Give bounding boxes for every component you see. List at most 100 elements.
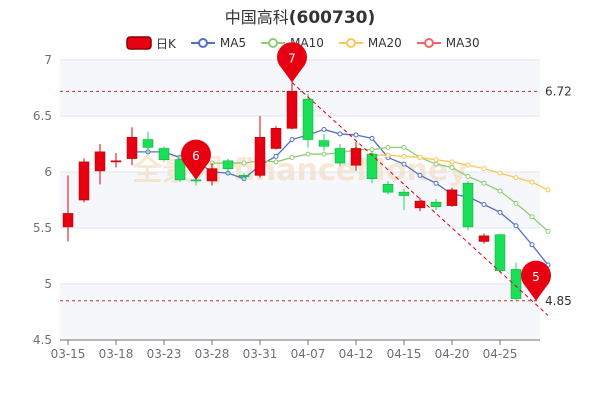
candle-body: [366, 153, 378, 180]
markers: 6 7 5: [181, 42, 551, 301]
candle-body: [158, 148, 170, 160]
marker-pin-shape: [181, 139, 212, 180]
candle-body: [78, 161, 90, 201]
candle: [414, 197, 426, 212]
candle: [78, 158, 90, 203]
marker-pin: 6: [181, 139, 212, 180]
line-legend-icon: [261, 38, 286, 48]
candle: [350, 141, 362, 171]
ma20-point: [545, 187, 551, 193]
legend-item[interactable]: MA5: [190, 36, 246, 50]
legend-label: 日K: [156, 36, 176, 51]
marker-pin: 7: [277, 42, 308, 83]
ma20-point: [529, 179, 535, 185]
y-tick-label: 5: [44, 277, 52, 291]
candle: [302, 93, 314, 148]
ma10-point: [481, 180, 487, 186]
candle: [494, 233, 506, 273]
candle-body: [382, 184, 394, 193]
candle-legend-icon: [126, 36, 152, 50]
x-tick-label: 03-15: [51, 347, 86, 361]
ma5-point: [289, 137, 295, 143]
marker-pin-shape: [521, 260, 551, 301]
reference-line-label: 4.85: [545, 294, 572, 308]
reference-lines: 6.72 4.85: [60, 84, 572, 308]
candle-body: [254, 136, 266, 176]
candle: [110, 152, 122, 168]
candle: [254, 116, 266, 178]
marker-pin: 5: [521, 260, 551, 301]
candle-body: [94, 151, 106, 172]
candle: [206, 163, 218, 186]
candle: [174, 154, 186, 183]
ma10-point: [545, 228, 551, 234]
legend-item[interactable]: 日K: [126, 35, 176, 52]
candle: [398, 188, 410, 211]
candle: [94, 144, 106, 185]
reference-line-label: 6.72: [545, 84, 572, 98]
axes: 4.5 5 5.5 6 6.5 7 03-15 03-18 03-23 03-28 03-31 04-…: [33, 53, 540, 361]
ma10-point: [305, 151, 311, 157]
ma20-point: [513, 175, 519, 181]
chart-title-name: 中国高科: [224, 8, 289, 27]
ma20-point: [401, 153, 407, 159]
candle-body: [478, 235, 490, 242]
candle-body: [190, 179, 202, 182]
chart-legend: 日K MA5 MA10 MA20 MA30: [126, 33, 494, 53]
y-tick-label: 7: [44, 53, 52, 67]
ma5-point: [401, 161, 407, 167]
legend-item[interactable]: MA20: [338, 36, 402, 50]
ma10-point: [289, 154, 295, 160]
split-band: [60, 172, 540, 228]
x-tick-label: 04-07: [291, 347, 326, 361]
x-tick-label: 03-28: [195, 347, 230, 361]
candle-body: [302, 98, 314, 140]
ma5-point: [513, 223, 519, 229]
y-tick-label: 5.5: [33, 221, 52, 235]
chart-title-code: (600730): [288, 8, 376, 28]
split-band: [60, 284, 540, 340]
split-band: [60, 228, 540, 284]
ma5-point: [529, 242, 535, 248]
candle: [126, 127, 138, 166]
ma20-line: [372, 154, 549, 191]
candle-body: [206, 168, 218, 182]
candles: [62, 82, 522, 301]
trend-line-segment: [291, 82, 549, 316]
chart-title: 中国高科(600730): [0, 4, 600, 28]
x-tick-label: 03-18: [99, 347, 134, 361]
candle: [238, 173, 250, 180]
candle-body: [62, 213, 74, 228]
marker-pin-shape: [277, 42, 308, 83]
candle-body: [222, 160, 234, 169]
line-legend-icon: [338, 38, 363, 48]
trend-line: [291, 82, 549, 316]
candle: [334, 144, 346, 167]
candle: [270, 126, 282, 150]
ma5-point: [273, 153, 279, 159]
ma10-point: [273, 159, 279, 165]
ma10-point: [529, 214, 535, 220]
y-tick-label: 6.5: [33, 109, 52, 123]
legend-label: MA30: [445, 36, 480, 50]
ma20-point: [497, 170, 503, 176]
legend-item[interactable]: MA30: [416, 36, 480, 50]
candle-body: [270, 128, 282, 149]
candle: [286, 82, 298, 130]
candle-body: [430, 201, 442, 208]
candle: [142, 131, 154, 153]
ma5-point: [417, 172, 423, 178]
ma20-point: [433, 157, 439, 163]
candle: [446, 187, 458, 207]
ma20-point: [449, 159, 455, 165]
ma20-point: [417, 154, 423, 160]
candle-body: [398, 191, 410, 196]
ma10-point: [385, 144, 391, 150]
candle: [462, 180, 474, 231]
candle: [222, 158, 234, 175]
line-legend-icon: [190, 38, 215, 48]
candle-body: [462, 182, 474, 228]
ma10-point: [513, 200, 519, 206]
candle-body: [350, 148, 362, 166]
